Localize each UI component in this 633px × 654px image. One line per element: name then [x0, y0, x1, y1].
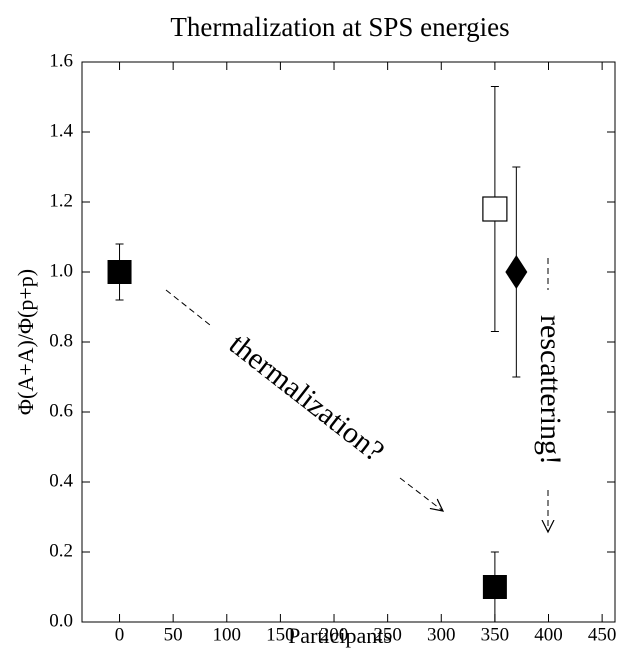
annotation: rescattering! [534, 315, 567, 465]
y-tick-label: 1.2 [49, 190, 73, 211]
x-axis-label: Participants [288, 623, 392, 648]
y-tick-label: 0.2 [49, 540, 73, 561]
annotation-arrow [399, 477, 443, 511]
chart-title: Thermalization at SPS energies [170, 12, 509, 42]
point [482, 575, 507, 599]
y-tick-label: 0.0 [49, 610, 73, 631]
annotation: thermalization? [223, 328, 390, 469]
point [107, 260, 132, 284]
y-tick-label: 0.6 [49, 400, 73, 421]
x-tick-label: 150 [266, 624, 295, 645]
y-tick-label: 0.8 [49, 330, 73, 351]
x-tick-label: 400 [534, 624, 563, 645]
x-tick-label: 350 [481, 624, 510, 645]
y-tick-label: 1.4 [49, 120, 73, 141]
x-tick-label: 300 [427, 624, 456, 645]
x-tick-label: 100 [213, 624, 242, 645]
x-tick-label: 250 [373, 624, 402, 645]
point [505, 255, 528, 289]
x-tick-label: 450 [588, 624, 617, 645]
y-tick-label: 1.0 [49, 260, 73, 281]
x-tick-label: 0 [115, 624, 125, 645]
x-tick-label: 200 [320, 624, 349, 645]
y-axis-label: Φ(A+A)/Φ(p+p) [13, 269, 38, 415]
annotation-dash [165, 289, 211, 326]
point [482, 196, 508, 222]
y-tick-label: 1.6 [49, 50, 73, 71]
y-tick-label: 0.4 [49, 470, 73, 491]
x-tick-label: 50 [164, 624, 183, 645]
